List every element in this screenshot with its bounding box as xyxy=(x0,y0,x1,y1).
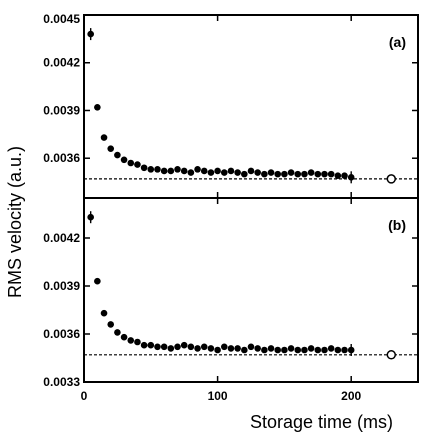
data-point xyxy=(167,167,175,175)
data-point xyxy=(287,345,295,352)
data-point xyxy=(254,345,261,352)
data-point xyxy=(160,167,168,175)
data-point xyxy=(227,167,235,175)
data-point xyxy=(327,170,335,178)
data-point xyxy=(160,343,168,351)
data-point xyxy=(140,341,148,349)
panel-b: 0.0033 0.0036 0.0039 0.0042 (b) xyxy=(43,197,419,389)
open-marker xyxy=(386,174,397,184)
data-point xyxy=(314,170,322,178)
data-point xyxy=(94,277,101,285)
data-point xyxy=(274,170,282,178)
data-point xyxy=(267,169,275,176)
data-point xyxy=(214,167,221,175)
data-point xyxy=(301,170,308,178)
data-point xyxy=(281,346,288,354)
open-marker xyxy=(386,350,397,360)
y-tick-label: 0.0039 xyxy=(43,103,80,117)
data-point xyxy=(107,145,115,152)
data-point xyxy=(301,346,308,354)
y-tick-label: 0.0045 xyxy=(43,12,80,26)
y-tick-label: 0.0042 xyxy=(43,231,80,245)
data-point xyxy=(100,309,108,317)
data-point xyxy=(147,341,155,349)
data-point xyxy=(100,134,108,141)
data-point xyxy=(154,343,161,351)
panel-a: 0.0036 0.0039 0.0042 0.0045 (a) xyxy=(43,12,419,199)
data-point xyxy=(187,169,195,176)
x-tick-label: 100 xyxy=(208,389,228,403)
data-point xyxy=(200,343,208,351)
data-point xyxy=(154,166,161,173)
y-tick-label: 0.0033 xyxy=(43,375,80,389)
data-point xyxy=(294,170,302,178)
data-point xyxy=(334,346,342,354)
data-point xyxy=(107,321,115,328)
data-point xyxy=(134,161,141,168)
data-point xyxy=(207,169,215,176)
data-point xyxy=(114,151,121,159)
data-point xyxy=(247,343,255,351)
data-point xyxy=(241,170,248,178)
y-tick-label: 0.0036 xyxy=(43,151,80,165)
data-point xyxy=(234,345,241,352)
data-point xyxy=(241,346,248,354)
data-point xyxy=(334,172,342,180)
data-point xyxy=(120,333,128,341)
data-point xyxy=(140,164,148,172)
y-tick-label: 0.0042 xyxy=(43,56,80,70)
data-point xyxy=(227,345,235,352)
data-point xyxy=(167,345,175,352)
data-point xyxy=(120,156,128,164)
panel-label: (b) xyxy=(388,217,406,233)
data-point xyxy=(287,169,295,176)
data-point xyxy=(294,346,302,354)
data-point xyxy=(187,343,195,351)
data-point xyxy=(274,346,282,354)
data-point xyxy=(180,341,188,349)
data-point xyxy=(194,345,201,352)
panels: 0.00360.00390.00420.0045(a)0.00330.00360… xyxy=(43,12,419,389)
data-point xyxy=(341,172,348,180)
data-point xyxy=(114,329,121,336)
x-axis-label: Storage time (ms) xyxy=(250,412,393,432)
data-point xyxy=(307,345,315,352)
y-tick-label: 0.0039 xyxy=(43,279,80,293)
data-point xyxy=(147,166,155,173)
data-point xyxy=(174,166,181,173)
data-point xyxy=(194,166,201,173)
data-point xyxy=(327,345,335,352)
data-point xyxy=(281,170,288,178)
data-point xyxy=(234,169,241,176)
data-point xyxy=(220,169,228,176)
data-point xyxy=(261,346,268,354)
data-point xyxy=(341,346,348,354)
data-point xyxy=(220,343,228,351)
data-point xyxy=(247,167,255,175)
data-point xyxy=(127,159,135,167)
x-tick-label: 0 xyxy=(81,389,88,403)
data-point xyxy=(134,338,141,346)
plot-frame xyxy=(83,197,419,383)
y-tick-label: 0.0036 xyxy=(43,327,80,341)
x-tick-label: 200 xyxy=(341,389,361,403)
data-point xyxy=(200,167,208,175)
x-axis-ticks: 0 100 200 xyxy=(81,389,362,403)
data-point xyxy=(207,345,215,352)
data-point xyxy=(94,103,101,111)
data-point xyxy=(254,169,261,176)
data-point xyxy=(314,346,322,354)
data-point xyxy=(307,169,315,176)
data-point xyxy=(214,346,221,354)
data-point xyxy=(261,170,268,178)
data-point xyxy=(174,343,181,351)
data-point xyxy=(180,167,188,175)
panel-label: (a) xyxy=(389,34,406,50)
data-point xyxy=(127,337,135,344)
data-point xyxy=(321,346,328,354)
data-point xyxy=(267,345,275,352)
data-point xyxy=(321,170,328,178)
y-axis-label: RMS velocity (a.u.) xyxy=(5,146,25,298)
